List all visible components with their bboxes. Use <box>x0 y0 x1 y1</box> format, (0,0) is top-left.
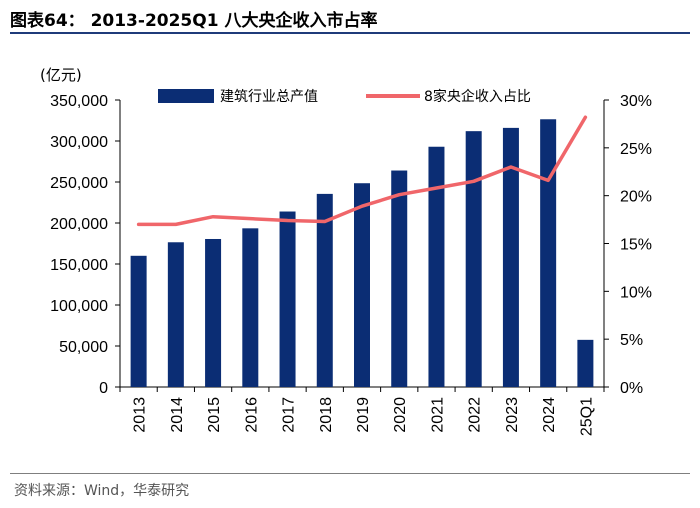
bar <box>502 127 519 387</box>
x-category-label: 2013 <box>132 397 149 433</box>
right-tick-label: 5% <box>620 332 643 349</box>
left-axis-ticks: 0 50,000 100,000 150,000 200,000 250,000 300,0… <box>50 93 120 397</box>
left-tick-label: 250,000 <box>50 175 108 192</box>
bar <box>354 183 370 387</box>
bar <box>465 131 482 387</box>
legend-bar-label: 建筑行业总产值 <box>220 89 318 105</box>
x-category-label: 2014 <box>169 397 186 433</box>
x-category-label: 2024 <box>541 397 558 433</box>
x-category-label: 2022 <box>467 397 484 433</box>
category-labels: 2013 2014 2015 2016 2017 2018 2019 2020 2021 2022… <box>119 387 605 436</box>
legend: 建筑行业总产值 8家央企收入占比 <box>158 88 531 105</box>
right-tick-label: 30% <box>620 93 652 110</box>
left-tick-label: 50,000 <box>59 339 108 356</box>
left-axis-unit-label: (亿元) <box>40 66 82 84</box>
bar <box>428 146 445 387</box>
x-category-label: 2016 <box>243 397 260 433</box>
bar <box>577 339 594 387</box>
x-category-label: 2020 <box>392 397 409 433</box>
right-tick-label: 20% <box>620 189 652 206</box>
chart: (亿元) 建筑行业总产值 8家央企收入占比 2013 2014 2015 2016 20… <box>40 66 652 436</box>
line-series <box>136 115 588 227</box>
source-note: 资料来源：Wind，华泰研究 <box>14 483 190 499</box>
right-tick-label: 15% <box>620 237 652 254</box>
left-tick-label: 0 <box>99 380 108 397</box>
x-category-label: 2019 <box>355 397 372 433</box>
x-category-label: 25Q1 <box>578 397 595 436</box>
left-tick-label: 100,000 <box>50 298 108 315</box>
share-line <box>136 115 588 227</box>
bar <box>316 193 333 387</box>
legend-line-label: 8家央企收入占比 <box>424 88 531 105</box>
right-tick-label: 0% <box>620 380 643 397</box>
left-tick-label: 300,000 <box>50 134 108 151</box>
bar <box>130 255 147 387</box>
bar <box>391 170 408 387</box>
bar <box>540 119 557 388</box>
bar <box>242 228 259 387</box>
x-category-label: 2017 <box>281 397 298 433</box>
left-tick-label: 350,000 <box>50 93 108 110</box>
right-axis-ticks: 0% 5% 10% 15% 20% 25% 30% <box>604 93 652 397</box>
x-category-label: 2023 <box>504 397 521 433</box>
bar-series <box>130 119 594 388</box>
page-title: 图表64： 2013-2025Q1 八大央企收入市占率 <box>10 11 378 31</box>
left-tick-label: 200,000 <box>50 216 108 233</box>
source-divider <box>10 473 690 474</box>
bar <box>205 238 222 387</box>
bar <box>167 242 184 387</box>
left-tick-label: 150,000 <box>50 257 108 274</box>
x-category-label: 2018 <box>318 397 335 433</box>
right-tick-label: 10% <box>620 284 652 301</box>
bar <box>279 211 296 387</box>
x-category-label: 2021 <box>429 397 446 433</box>
right-tick-label: 25% <box>620 141 652 158</box>
title-divider <box>10 32 690 34</box>
x-category-label: 2015 <box>206 397 223 433</box>
legend-bar-swatch <box>158 89 214 103</box>
